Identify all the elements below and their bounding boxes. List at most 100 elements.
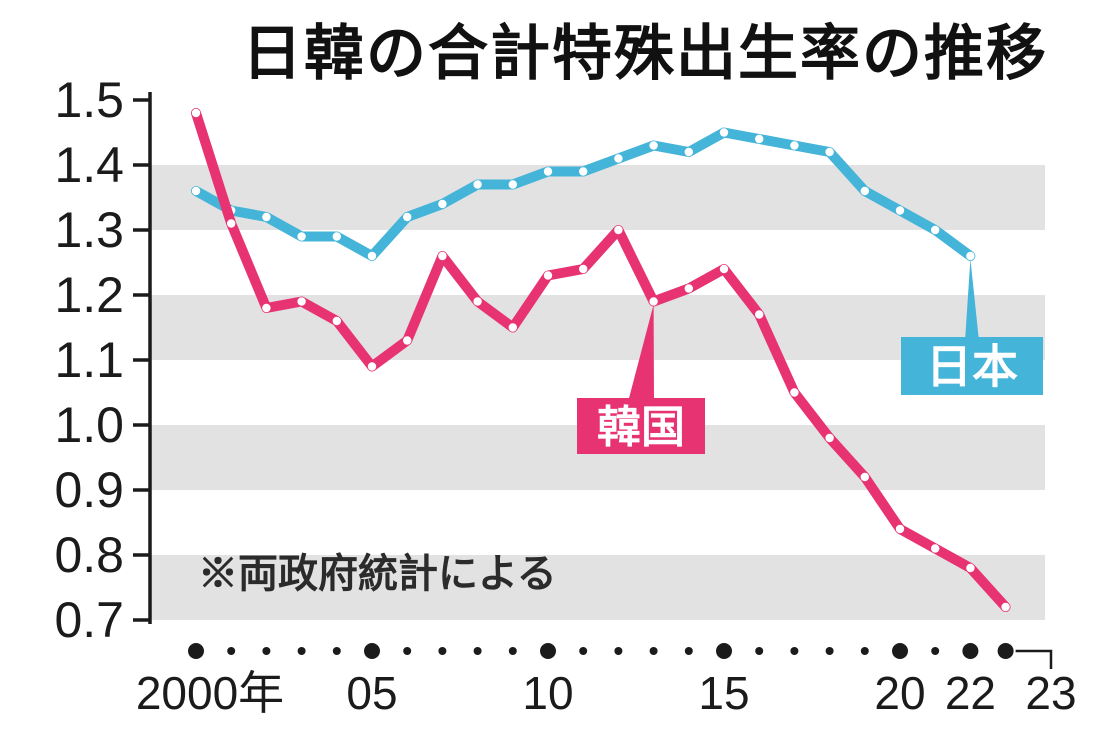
y-tick-label: 0.8 [54, 527, 124, 583]
y-tick-label: 1.4 [54, 137, 124, 193]
data-point [614, 225, 623, 235]
source-note: ※両政府統計による [198, 552, 557, 596]
x-axis-major-dot [962, 643, 979, 659]
x-axis-dot [332, 647, 341, 655]
y-tick-label: 0.9 [54, 462, 124, 518]
data-point [931, 225, 940, 235]
x-axis-dot [438, 647, 447, 655]
x-axis-dot [579, 647, 588, 655]
data-point [825, 147, 834, 157]
y-tick-label: 1.5 [54, 72, 124, 128]
data-point [931, 544, 940, 553]
y-tick-label: 1.3 [54, 202, 124, 258]
data-point [579, 167, 588, 176]
x-axis-dot [473, 647, 482, 655]
data-point [755, 134, 764, 144]
y-tick-label: 1.2 [54, 267, 124, 323]
data-point [790, 141, 799, 150]
data-point [895, 206, 905, 215]
data-point [332, 316, 341, 326]
label-callout-pointer [628, 304, 654, 402]
data-point [825, 433, 834, 443]
data-point [966, 251, 975, 261]
series-label-text: 日本 [926, 341, 1018, 393]
data-point [403, 336, 412, 345]
data-point [579, 264, 588, 274]
x-axis-dot [649, 647, 658, 655]
x-axis-dot [227, 647, 236, 655]
y-tick-label: 1.1 [54, 332, 124, 388]
x-tick-label: 2000年 [136, 667, 284, 719]
data-point [755, 310, 764, 319]
x-axis-dot [825, 647, 834, 655]
x-axis-dot [403, 647, 412, 655]
x-tick-label: 23 [1025, 667, 1076, 719]
background-bands [150, 165, 1045, 620]
data-point [649, 141, 658, 150]
x-tick-label: 15 [698, 667, 749, 719]
data-point [614, 154, 623, 163]
x-axis-major-dot [364, 643, 380, 659]
x-axis-major-dot [540, 643, 556, 659]
x-axis-major-dot [997, 643, 1014, 659]
data-point [367, 251, 377, 261]
data-point [297, 232, 306, 241]
data-point [790, 388, 799, 397]
data-point [860, 472, 869, 482]
x-axis-dot [931, 647, 940, 655]
data-point [297, 297, 306, 306]
label-callout-pointer [965, 259, 979, 341]
series-lines [191, 108, 1011, 612]
data-point [543, 167, 553, 176]
data-point [367, 362, 377, 371]
x-axis-dot [684, 647, 693, 655]
x-axis-major-dot [892, 643, 908, 659]
data-point [684, 284, 693, 293]
data-point [191, 186, 201, 196]
data-point [438, 251, 447, 261]
data-point [473, 297, 482, 306]
x-tick-label: 20 [874, 667, 925, 719]
data-point [1001, 602, 1010, 612]
x-axis-dot [297, 647, 306, 655]
data-point [473, 180, 482, 189]
data-point [403, 212, 412, 222]
data-point [227, 219, 236, 228]
data-point [719, 128, 729, 137]
data-point [508, 180, 517, 189]
grid-band [150, 165, 1045, 230]
x-axis-dot [614, 647, 623, 655]
x-axis-dot [755, 647, 764, 655]
data-point [684, 147, 693, 157]
data-point [860, 186, 869, 196]
data-point [438, 199, 447, 209]
data-point [895, 524, 905, 534]
x-axis: 2000年 05 10 15 20 22 23 [136, 643, 1077, 719]
data-point [262, 303, 271, 313]
series-label-box [577, 398, 705, 454]
x-axis-dot [860, 647, 869, 655]
data-point [649, 297, 658, 306]
data-point [966, 563, 975, 573]
x-axis-major-dot [716, 643, 732, 659]
x-tick-label: 10 [522, 667, 573, 719]
data-point [262, 212, 271, 222]
x-axis-major-dot [188, 643, 204, 659]
data-point [543, 271, 553, 280]
x-tick-label: 22 [945, 667, 996, 719]
x-label-bracket [1015, 649, 1053, 669]
x-axis-dot [790, 647, 799, 655]
series-label-text: 韓国 [597, 403, 685, 452]
y-axis: 1.5 1.4 1.3 1.2 1.1 1.0 0.9 0.8 0.7 [54, 72, 152, 648]
series-label-box [901, 337, 1043, 395]
data-point [508, 323, 517, 332]
data-point [191, 108, 201, 118]
chart-title: 日韓の合計特殊出生率の推移 [242, 20, 1048, 87]
y-tick-label: 1.0 [54, 397, 124, 453]
y-tick-label: 0.7 [54, 592, 124, 648]
x-axis-dot [262, 647, 271, 655]
series-line-korea [191, 108, 1011, 612]
